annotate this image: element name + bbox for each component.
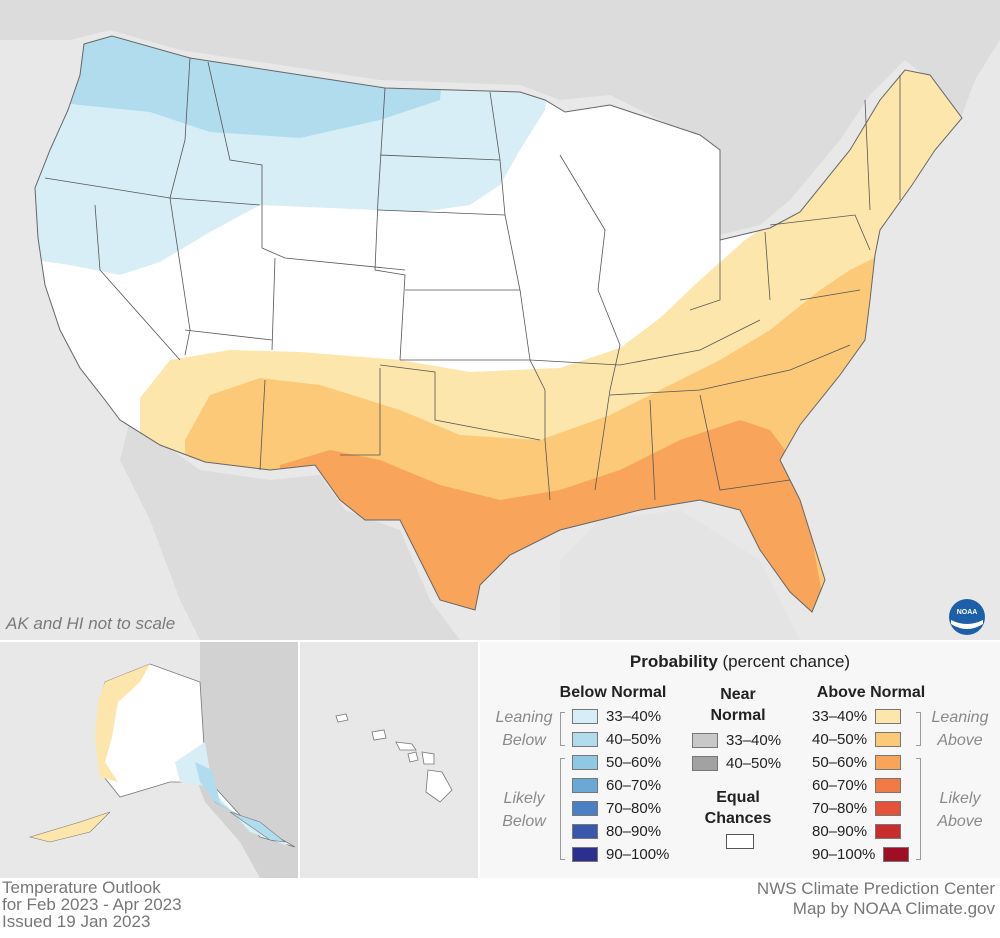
- above-normal-row: 70–80%: [812, 800, 902, 817]
- near-normal-swatch: [692, 733, 718, 748]
- below-normal-label: 33–40%: [606, 708, 662, 725]
- below-normal-row: 80–90%: [572, 823, 661, 840]
- near-normal-label: 40–50%: [726, 755, 782, 772]
- equal-chances-header: Equal Chances: [704, 789, 772, 827]
- leaning-above-bracket: [916, 712, 921, 746]
- below-normal-swatch: [572, 824, 598, 839]
- conus-map: AK and HI not to scale NOAA: [0, 0, 1000, 640]
- footer-left: Temperature Outlook for Feb 2023 - Apr 2…: [2, 879, 182, 930]
- near-normal-row: 33–40%: [692, 732, 781, 749]
- probability-legend: Probability (percent chance) Below Norma…: [480, 642, 1000, 878]
- below-normal-swatch: [572, 801, 598, 816]
- above-normal-label: 60–70%: [812, 777, 868, 794]
- below-normal-swatch: [572, 709, 598, 724]
- above-normal-row: 40–50%: [812, 731, 902, 748]
- above-normal-label: 40–50%: [812, 731, 868, 748]
- below-normal-label: 70–80%: [606, 800, 662, 817]
- above-normal-label: 33–40%: [812, 708, 868, 725]
- likely-above-label: Likely Above: [937, 790, 983, 830]
- issue-date: Issued 19 Jan 2023: [2, 912, 151, 931]
- below-normal-row: 90–100%: [572, 846, 669, 863]
- below-normal-row: 33–40%: [572, 708, 661, 725]
- near-normal-row: 40–50%: [692, 755, 781, 772]
- near-normal-swatch: [692, 756, 718, 771]
- above-normal-header: Above Normal: [816, 684, 926, 701]
- leaning-below-bracket: [560, 712, 565, 746]
- above-normal-swatch: [875, 732, 902, 747]
- above-normal-row: 33–40%: [812, 708, 902, 725]
- below-normal-row: 40–50%: [572, 731, 661, 748]
- above-normal-swatch: [875, 801, 902, 816]
- footer-right: NWS Climate Prediction Center Map by NOA…: [757, 879, 995, 919]
- below-normal-label: 40–50%: [606, 731, 662, 748]
- above-normal-row: 90–100%: [812, 846, 910, 863]
- above-normal-row: 60–70%: [812, 777, 902, 794]
- leaning-above-label: Leaning Above: [931, 709, 989, 749]
- above-normal-label: 90–100%: [812, 846, 876, 863]
- below-normal-swatch: [572, 732, 598, 747]
- near-normal-label: 33–40%: [726, 732, 782, 749]
- outlook-period: for Feb 2023 - Apr 2023: [2, 895, 182, 914]
- noaa-logo: NOAA: [948, 598, 986, 636]
- below-normal-swatch: [572, 847, 598, 862]
- below-normal-swatch: [572, 778, 598, 793]
- above-normal-row: 50–60%: [812, 754, 902, 771]
- credit-climate-gov: Map by NOAA Climate.gov: [792, 899, 995, 918]
- likely-below-label: Likely Below: [502, 790, 546, 830]
- equal-chances-swatch: [726, 834, 754, 849]
- below-normal-label: 80–90%: [606, 823, 662, 840]
- below-normal-row: 50–60%: [572, 754, 661, 771]
- near-normal-header: Near Normal: [710, 686, 766, 724]
- below-normal-label: 90–100%: [606, 846, 670, 863]
- svg-text:NOAA: NOAA: [957, 609, 978, 616]
- outlook-title: Temperature Outlook: [2, 878, 161, 897]
- above-normal-swatch: [875, 824, 902, 839]
- likely-above-bracket: [916, 758, 921, 860]
- leaning-below-label: Leaning Below: [495, 709, 553, 749]
- above-normal-swatch: [875, 755, 902, 770]
- hawaii-inset: [300, 642, 478, 878]
- above-normal-label: 80–90%: [812, 823, 868, 840]
- credit-cpc: NWS Climate Prediction Center: [756, 879, 995, 898]
- below-normal-swatch: [572, 755, 598, 770]
- below-normal-label: 50–60%: [606, 754, 662, 771]
- below-normal-label: 60–70%: [606, 777, 662, 794]
- below-normal-row: 60–70%: [572, 777, 661, 794]
- likely-below-bracket: [560, 758, 565, 860]
- alaska-inset: [0, 642, 298, 878]
- above-normal-swatch: [883, 847, 910, 862]
- above-normal-row: 80–90%: [812, 823, 902, 840]
- above-normal-swatch: [875, 709, 902, 724]
- below-normal-row: 70–80%: [572, 800, 661, 817]
- scale-note: AK and HI not to scale: [6, 614, 176, 633]
- legend-title: Probability (percent chance): [629, 652, 851, 671]
- below-normal-header: Below Normal: [559, 684, 667, 701]
- above-normal-label: 50–60%: [812, 754, 868, 771]
- above-normal-swatch: [875, 778, 902, 793]
- above-normal-label: 70–80%: [812, 800, 868, 817]
